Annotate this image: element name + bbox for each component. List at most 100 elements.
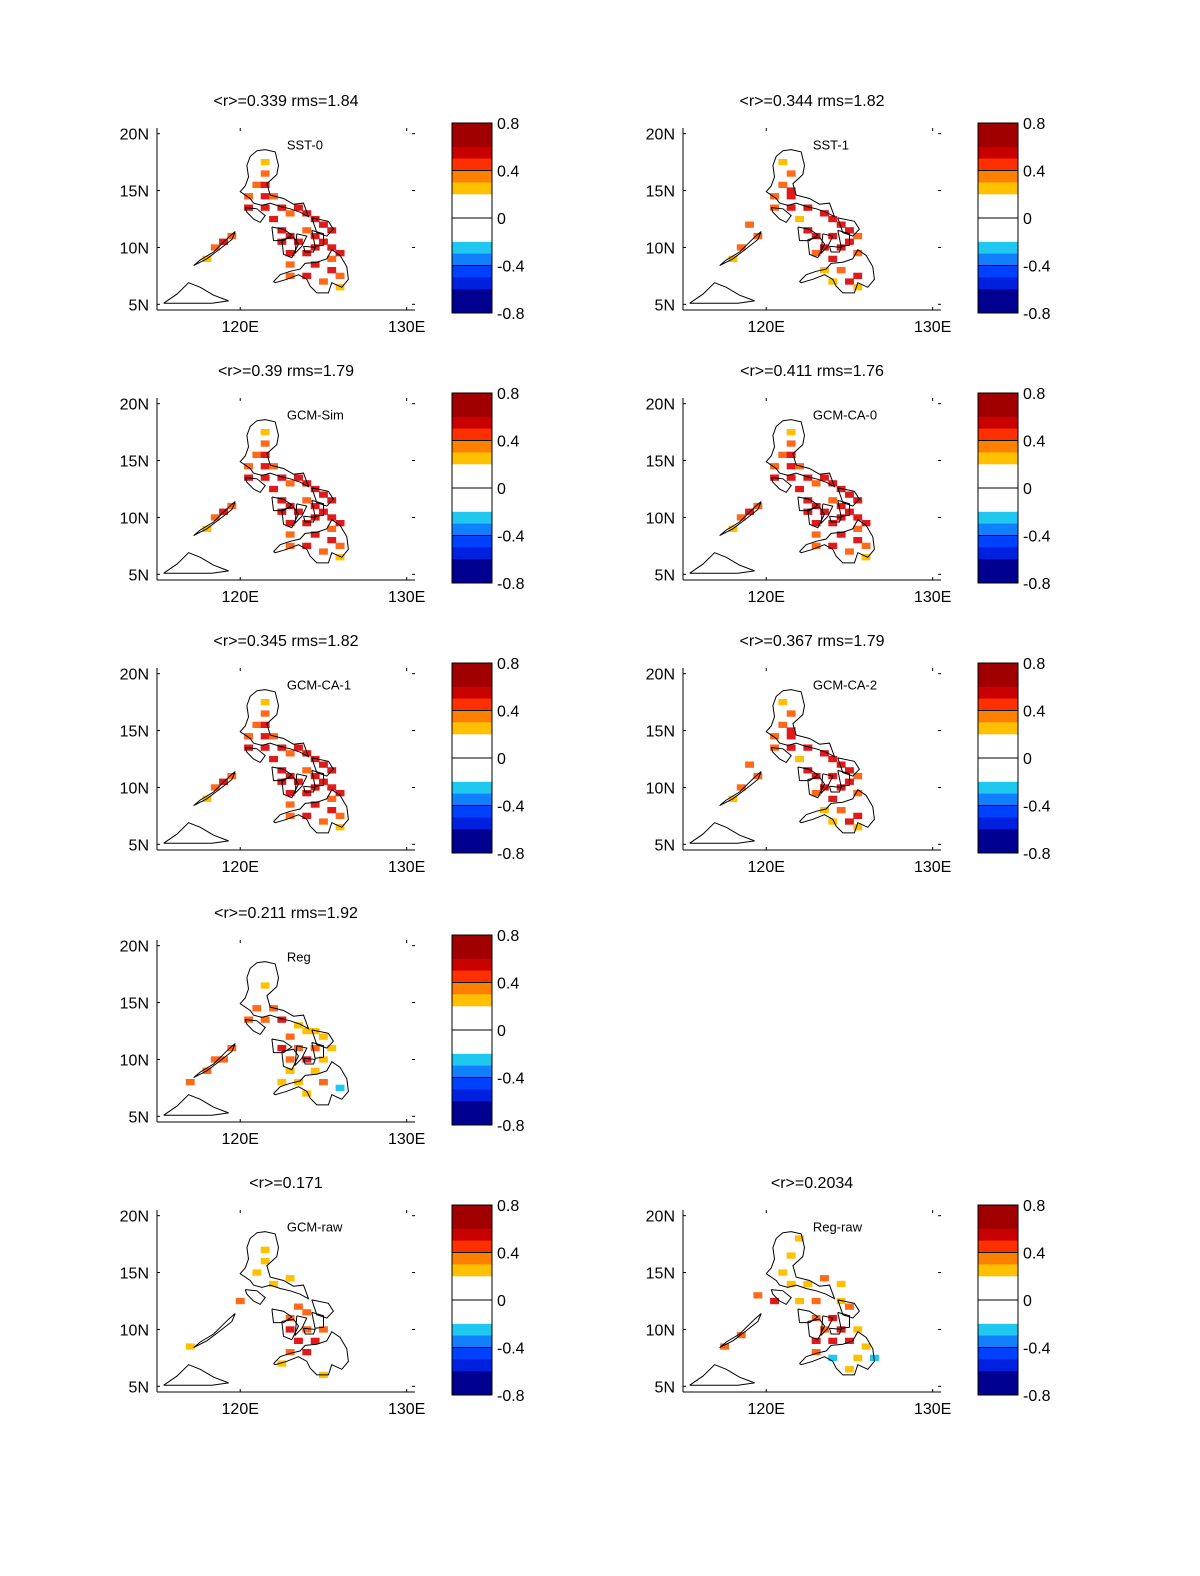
grid-cell xyxy=(853,284,863,291)
grid-cell xyxy=(327,795,337,802)
colorbar-band xyxy=(978,152,1018,160)
colorbar-band xyxy=(978,1335,1018,1342)
grid-cell xyxy=(285,480,295,487)
colorbar-band xyxy=(452,698,492,705)
colorbar-tick-label: 0.8 xyxy=(497,116,519,133)
grid-cell xyxy=(302,272,312,279)
grid-cell xyxy=(820,807,829,814)
colorbar-band xyxy=(452,307,492,314)
colorbar-band xyxy=(978,1270,1018,1277)
grid-cell xyxy=(811,520,821,527)
colorbar-tick-label: -0.4 xyxy=(497,799,525,816)
colorbar-band xyxy=(978,1389,1018,1396)
colorbar-band xyxy=(452,1305,492,1313)
y-tick-label: 10N xyxy=(646,1322,675,1339)
y-tick-label: 15N xyxy=(120,996,149,1013)
grid-cell xyxy=(294,1337,303,1344)
coastline-palawan xyxy=(193,501,236,537)
grid-cell xyxy=(861,520,871,527)
grid-cell xyxy=(803,474,813,481)
colorbar-band xyxy=(452,763,492,771)
colorbar-band xyxy=(452,440,492,447)
colorbar-band xyxy=(978,1216,1018,1224)
colorbar-band xyxy=(452,964,492,972)
colorbar-band xyxy=(978,170,1018,177)
colorbar-band xyxy=(452,128,492,136)
coastline-borneo xyxy=(689,822,755,844)
colorbar-band xyxy=(978,686,1018,694)
grid-cell xyxy=(335,824,345,831)
coastline-samar xyxy=(311,1029,335,1049)
colorbar-band xyxy=(452,1000,492,1007)
colorbar-tick-label: -0.4 xyxy=(1023,259,1051,276)
y-tick-label: 20N xyxy=(120,397,149,414)
coastline-cebu xyxy=(820,503,834,525)
colorbar-band xyxy=(978,134,1018,142)
grid-cell xyxy=(836,267,846,274)
colorbar-band xyxy=(452,170,492,177)
colorbar-band xyxy=(452,1252,492,1259)
y-tick-label: 10N xyxy=(120,510,149,527)
colorbar-band xyxy=(452,841,492,848)
grid-cell xyxy=(294,238,303,245)
coastline-mindanao xyxy=(799,518,875,564)
colorbar-band xyxy=(452,206,492,213)
colorbar-band xyxy=(452,1365,492,1372)
colorbar-band xyxy=(978,128,1018,136)
map-panel-gcm-sim: <r>=0.39 rms=1.79 5N 10N 15N 20N 120E 130E GCM-… xyxy=(120,363,525,606)
colorbar-band xyxy=(452,746,492,753)
coastline-panay xyxy=(271,496,293,512)
coastline-bohol xyxy=(303,515,316,523)
grid-cell xyxy=(302,542,312,549)
colorbar-tick-label: 0.4 xyxy=(1023,704,1045,721)
colorbar-band xyxy=(978,692,1018,700)
coastline-cebu xyxy=(294,233,308,255)
colorbar-band xyxy=(978,1365,1018,1372)
grid-cell xyxy=(260,710,270,717)
colorbar-band xyxy=(978,271,1018,278)
y-tick-label: 5N xyxy=(129,297,149,314)
grid-cell xyxy=(820,784,829,791)
grid-cell xyxy=(327,514,337,521)
colorbar-tick-label: 0.8 xyxy=(497,928,519,945)
grid-cell xyxy=(210,784,220,791)
coastline-leyte xyxy=(837,1311,850,1329)
colorbar-band xyxy=(452,710,492,717)
colorbar-band xyxy=(978,787,1018,795)
y-tick-label: 20N xyxy=(646,397,675,414)
x-tick-label: 130E xyxy=(388,1131,425,1148)
colorbar-band xyxy=(978,140,1018,148)
grid-cell xyxy=(302,1309,312,1316)
grid-cell xyxy=(285,520,295,527)
colorbar-band xyxy=(452,1089,492,1096)
colorbar-band xyxy=(452,1107,492,1114)
grid-cell xyxy=(803,744,813,751)
coastline-samar xyxy=(311,217,335,237)
colorbar-band xyxy=(452,1377,492,1384)
colorbar-band xyxy=(452,464,492,471)
grid-cell xyxy=(853,537,863,544)
grid-cell xyxy=(210,1056,220,1063)
colorbar-tick-label: 0.8 xyxy=(1023,1198,1045,1215)
colorbar-band xyxy=(452,752,492,759)
grid-cell xyxy=(319,761,328,768)
coastline-panay xyxy=(271,1308,293,1324)
grid-cell xyxy=(285,1033,295,1040)
grid-cell xyxy=(294,204,303,211)
colorbar-tick-label: -0.4 xyxy=(497,1341,525,1358)
colorbar: 0.8 0.4 0 -0.4 -0.8 xyxy=(451,386,525,593)
colorbar-band xyxy=(452,734,492,741)
y-tick-label: 5N xyxy=(129,567,149,584)
grid-cell xyxy=(786,440,796,447)
grid-cell xyxy=(310,772,320,780)
coastline-palawan xyxy=(193,771,236,807)
grid-cell xyxy=(277,1016,287,1023)
grid-cell xyxy=(319,221,328,228)
y-tick-label: 20N xyxy=(120,1209,149,1226)
grid-cell xyxy=(227,502,237,510)
y-tick-label: 15N xyxy=(120,184,149,201)
colorbar-band xyxy=(452,946,492,954)
colorbar: 0.8 0.4 0 -0.4 -0.8 xyxy=(451,116,525,323)
colorbar-band xyxy=(452,722,492,729)
grid-cell xyxy=(736,1332,746,1339)
